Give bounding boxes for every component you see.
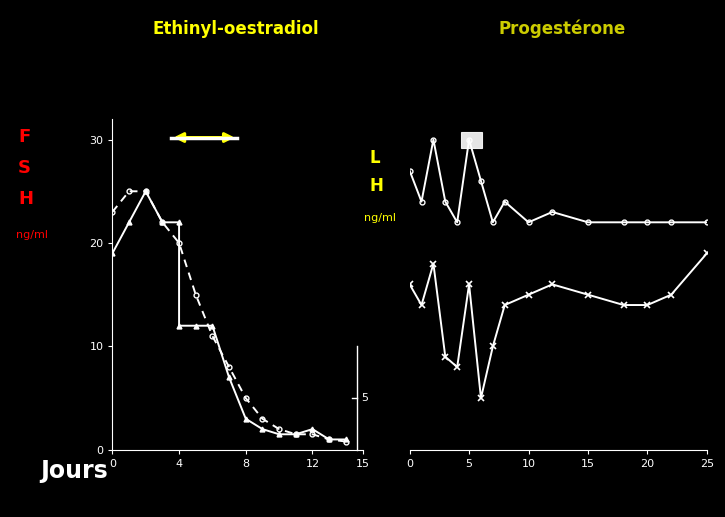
Text: ng/ml: ng/ml [16,230,48,240]
Text: Ethinyl-oestradiol: Ethinyl-oestradiol [152,20,319,38]
Text: ng/ml: ng/ml [364,213,396,223]
Text: H: H [18,190,33,208]
Text: 5: 5 [361,393,368,403]
Bar [461,132,482,148]
Text: S: S [18,159,31,177]
Text: H: H [370,177,384,195]
Text: L: L [370,149,381,166]
Text: Jours: Jours [40,459,107,483]
Text: F: F [18,128,30,146]
Text: Progestérone: Progestérone [498,19,626,38]
